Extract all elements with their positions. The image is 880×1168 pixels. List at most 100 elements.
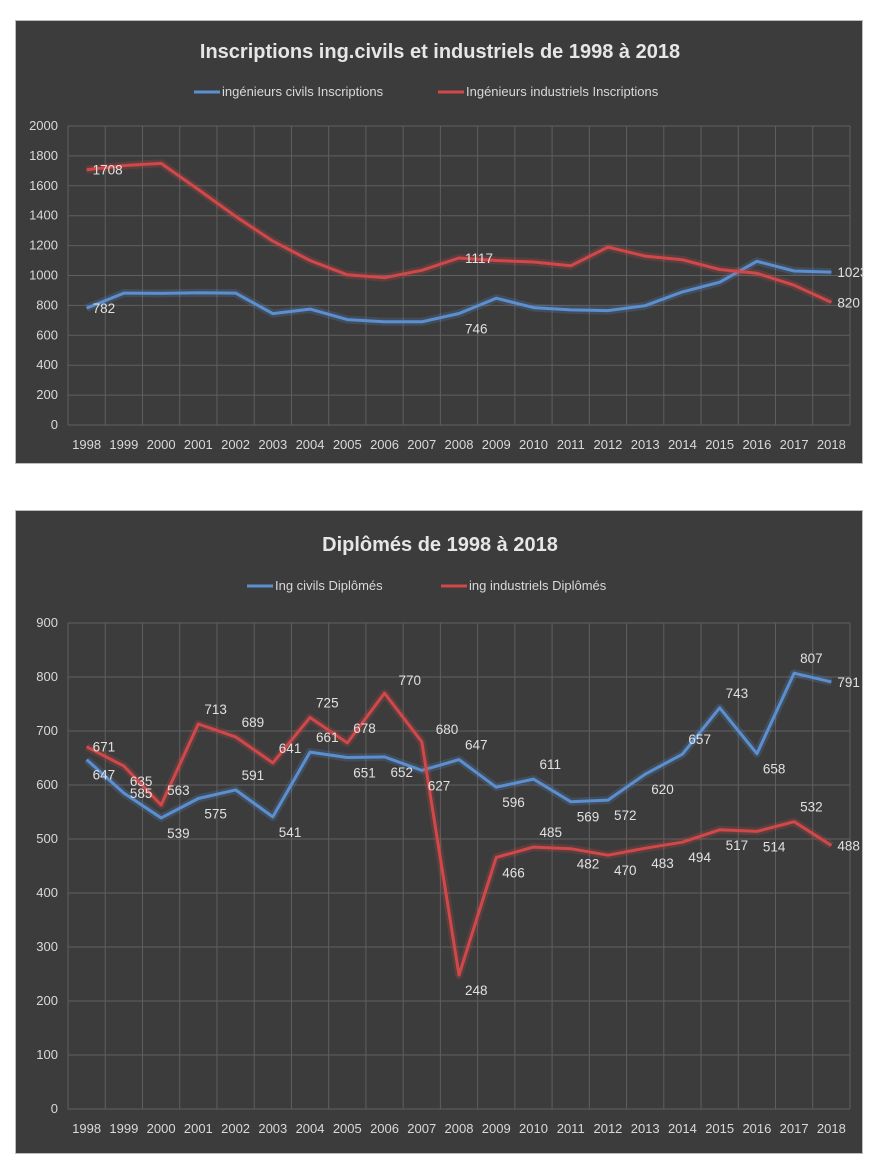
- x-tick-label: 2002: [221, 1121, 250, 1136]
- x-tick-label: 2012: [593, 437, 622, 452]
- x-tick-label: 2015: [705, 437, 734, 452]
- legend-label-civils: Ing civils Diplômés: [275, 578, 383, 593]
- x-tick-label: 2011: [557, 437, 585, 452]
- chart-title: Diplômés de 1998 à 2018: [322, 534, 558, 556]
- data-label: 596: [502, 795, 525, 810]
- legend: Ing civils Diplômés ing industriels Dipl…: [247, 578, 607, 593]
- x-tick-label: 2007: [407, 437, 436, 452]
- x-tick-label: 2009: [482, 1121, 511, 1136]
- series-glow: [83, 669, 833, 822]
- y-tick-label: 400: [36, 357, 58, 372]
- data-label: 770: [399, 673, 422, 688]
- y-tick-label: 700: [36, 723, 58, 738]
- x-tick-label: 1998: [72, 1121, 101, 1136]
- y-tick-label: 1400: [29, 208, 58, 223]
- data-label: 591: [242, 768, 265, 783]
- x-tick-label: 2006: [370, 1121, 399, 1136]
- x-tick-label: 2004: [296, 1121, 325, 1136]
- series-line: [85, 691, 833, 977]
- y-tick-label: 100: [36, 1047, 58, 1062]
- x-tick-label: 2018: [817, 437, 846, 452]
- data-label: 678: [353, 721, 376, 736]
- data-label: 807: [800, 651, 823, 666]
- data-label: 585: [130, 786, 153, 801]
- x-tick-label: 2014: [668, 437, 697, 452]
- x-tick-label: 2000: [147, 1121, 176, 1136]
- x-tick-label: 2016: [742, 437, 771, 452]
- data-label: 671: [93, 740, 116, 755]
- data-label: 483: [651, 856, 674, 871]
- data-label: 782: [93, 301, 116, 316]
- data-label: 541: [279, 825, 302, 840]
- chart-diplomes-svg: Diplômés de 1998 à 2018 Ing civils Diplô…: [36, 534, 860, 1136]
- x-tick-label: 2001: [184, 437, 213, 452]
- y-tick-label: 0: [51, 417, 58, 432]
- y-tick-label: 400: [36, 885, 58, 900]
- x-tick-label: 2017: [780, 1121, 809, 1136]
- data-label: 680: [436, 722, 459, 737]
- data-label: 539: [167, 826, 190, 841]
- data-label: 713: [204, 702, 227, 717]
- data-label: 651: [353, 765, 376, 780]
- data-label: 514: [763, 839, 786, 854]
- data-label: 641: [279, 741, 302, 756]
- data-label: 635: [130, 774, 153, 789]
- x-tick-label: 2007: [407, 1121, 436, 1136]
- data-label: 494: [688, 850, 711, 865]
- x-tick-label: 1999: [109, 437, 138, 452]
- plot-area: 0 200 400 600 800 1000 1200 1400 1600 1800 2000 199…: [29, 118, 864, 452]
- y-tick-label: 2000: [29, 118, 58, 133]
- x-tick-label: 2009: [482, 437, 511, 452]
- x-tick-label: 2003: [258, 437, 287, 452]
- y-tick-label: 900: [36, 615, 58, 630]
- data-label: 743: [726, 686, 749, 701]
- data-label: 647: [465, 738, 488, 753]
- plot-area: 0 100 200 300 400 500 600 700 800 900 1998 1999 2000…: [36, 615, 860, 1136]
- x-tick-label: 2017: [780, 437, 809, 452]
- x-tick-label: 2012: [593, 1121, 622, 1136]
- data-label: 470: [614, 863, 637, 878]
- series-glow: [84, 689, 834, 980]
- legend: ingénieurs civils Inscriptions Ingénieur…: [194, 84, 659, 99]
- series-line: [86, 259, 832, 324]
- x-tick-label: 2018: [817, 1121, 846, 1136]
- legend-label-industriels: ing industriels Diplômés: [469, 578, 607, 593]
- y-tick-label: 200: [36, 993, 58, 1008]
- data-label: 746: [465, 321, 488, 336]
- x-tick-label: 2010: [519, 437, 548, 452]
- data-label: 657: [688, 732, 711, 747]
- data-label: 517: [726, 838, 749, 853]
- x-tick-label: 2001: [184, 1121, 213, 1136]
- data-label: 532: [800, 800, 823, 815]
- y-tick-label: 200: [36, 387, 58, 402]
- data-label: 689: [242, 715, 265, 730]
- series-line: [86, 161, 833, 304]
- data-label: 482: [577, 857, 600, 872]
- data-label: 791: [837, 675, 860, 690]
- data-label: 572: [614, 808, 637, 823]
- data-label: 658: [763, 762, 786, 777]
- x-tick-label: 2016: [742, 1121, 771, 1136]
- y-tick-label: 600: [36, 777, 58, 792]
- data-label: 820: [837, 295, 860, 310]
- data-label: 563: [167, 783, 190, 798]
- chart-inscriptions: Inscriptions ing.civils et industriels d…: [15, 20, 864, 464]
- chart-title: Inscriptions ing.civils et industriels d…: [200, 41, 680, 63]
- data-label: 488: [837, 838, 860, 853]
- data-label: 569: [577, 810, 600, 825]
- x-tick-label: 2013: [631, 1121, 660, 1136]
- y-tick-label: 1800: [29, 148, 58, 163]
- data-label: 466: [502, 865, 525, 880]
- y-tick-label: 0: [51, 1101, 58, 1116]
- x-tick-label: 2015: [705, 1121, 734, 1136]
- chart-inscriptions-svg: Inscriptions ing.civils et industriels d…: [29, 41, 864, 452]
- y-tick-label: 800: [36, 669, 58, 684]
- series-line: [85, 671, 832, 820]
- data-label: 485: [539, 825, 562, 840]
- x-tick-label: 2005: [333, 1121, 362, 1136]
- x-tick-label: 1998: [72, 437, 101, 452]
- data-label: 652: [391, 765, 414, 780]
- x-tick-label: 2013: [631, 437, 660, 452]
- x-tick-label: 2000: [147, 437, 176, 452]
- y-tick-label: 1600: [29, 178, 58, 193]
